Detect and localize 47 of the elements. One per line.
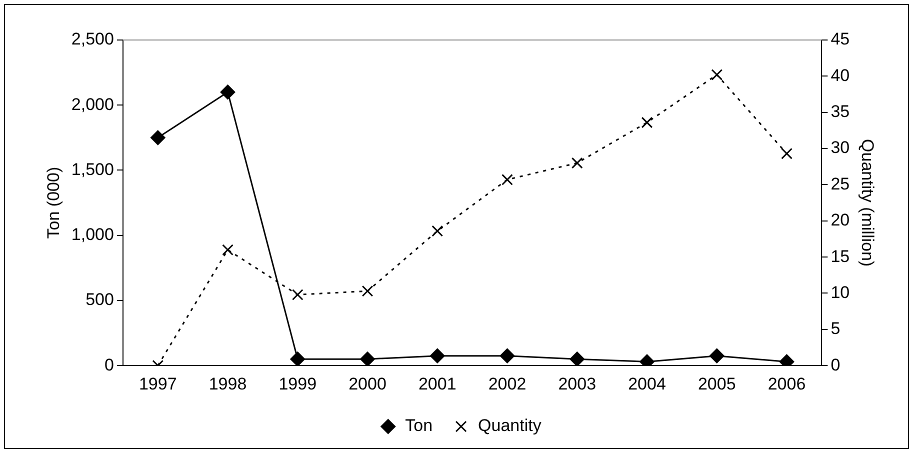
y-tick-label: 2,500	[71, 30, 114, 49]
point	[360, 352, 376, 366]
x-tick-label: 2000	[348, 374, 386, 394]
y2-tick-label: 0	[830, 355, 840, 374]
x-tick-label: 1998	[208, 374, 247, 394]
point	[222, 244, 234, 256]
point	[290, 352, 306, 366]
y2-tick-label: 45	[830, 30, 850, 49]
legend-label: Ton	[405, 416, 433, 436]
point	[571, 157, 583, 169]
point	[430, 348, 445, 364]
y2-tick-label: 10	[830, 282, 850, 302]
x-tick-label: 2002	[488, 374, 526, 394]
point	[150, 130, 166, 146]
point	[709, 348, 724, 364]
point	[502, 174, 513, 186]
y-tick-label: 2,000	[71, 94, 114, 114]
x-tick-label: 2001	[418, 374, 456, 394]
y-tick-label: 1,000	[71, 225, 114, 244]
x-tick-label: 1997	[138, 374, 177, 394]
point	[641, 116, 653, 128]
x-tick-label: 2003	[558, 374, 596, 394]
point	[500, 348, 515, 364]
point	[292, 288, 304, 300]
legend-label: Quantity	[478, 416, 542, 436]
y2-tick-label: 30	[830, 138, 850, 158]
x-tick-label: 2005	[698, 374, 736, 394]
x-tick-label: 2006	[768, 374, 806, 394]
x-tick-label: 1999	[278, 374, 317, 394]
point	[570, 352, 585, 366]
y-axis-title: Ton (000)	[44, 166, 63, 239]
x-tick-label: 2004	[628, 374, 666, 394]
y2-axis-title: Quantity (million)	[858, 139, 878, 267]
y2-tick-label: 25	[830, 174, 850, 194]
point	[220, 84, 236, 100]
point	[362, 285, 374, 297]
y2-tick-label: 20	[830, 210, 850, 230]
point	[432, 225, 444, 237]
y-tick-label: 500	[86, 290, 114, 310]
point	[781, 148, 792, 160]
y-tick-label: 1,500	[71, 160, 114, 179]
y2-tick-label: 5	[830, 319, 840, 338]
y-tick-label: 0	[104, 355, 114, 374]
y2-tick-label: 40	[830, 66, 850, 85]
y2-tick-label: 15	[830, 246, 850, 266]
point	[711, 69, 723, 80]
y2-tick-label: 35	[830, 102, 850, 122]
